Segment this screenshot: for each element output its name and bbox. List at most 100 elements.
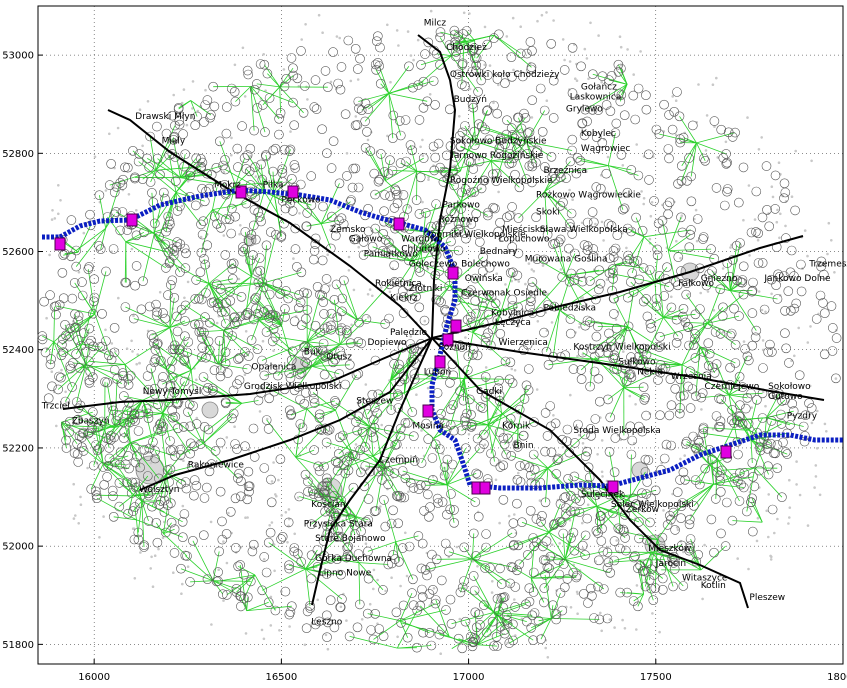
network-edge	[388, 80, 434, 94]
network-node	[553, 555, 563, 565]
scatter-dot	[151, 585, 155, 588]
network-edge	[389, 347, 403, 381]
scatter-dot	[552, 414, 555, 417]
scatter-dot	[563, 58, 566, 62]
network-node	[545, 401, 556, 411]
network-node	[254, 253, 265, 263]
scatter-dot	[406, 30, 410, 33]
network-node	[522, 149, 533, 159]
scatter-dot	[674, 133, 678, 137]
network-node	[97, 416, 107, 427]
scatter-dot	[784, 224, 787, 228]
network-node	[550, 418, 561, 429]
scatter-dot	[225, 561, 229, 565]
network-node	[176, 304, 187, 315]
scatter-dot	[222, 540, 225, 543]
network-node	[311, 104, 322, 114]
network-edge	[618, 84, 628, 94]
network-edge	[460, 131, 475, 172]
network-node	[593, 555, 604, 566]
network-node	[422, 489, 433, 500]
network-edge	[137, 501, 143, 533]
network-node	[123, 379, 134, 390]
scatter-dot	[136, 353, 139, 356]
network-node	[220, 164, 231, 175]
scatter-dot	[576, 612, 579, 615]
network-node	[307, 485, 318, 496]
network-node	[714, 393, 724, 404]
scatter-dot	[767, 535, 770, 539]
network-node	[215, 284, 226, 294]
network-node	[261, 240, 272, 251]
network-node	[275, 288, 285, 299]
network-edge	[350, 452, 362, 473]
scatter-dot	[269, 624, 273, 627]
network-node	[370, 608, 381, 619]
network-node	[595, 510, 606, 521]
network-node	[498, 460, 509, 471]
network-node	[380, 235, 391, 245]
network-node	[726, 415, 737, 426]
network-edge	[684, 479, 714, 485]
network-node	[226, 228, 236, 239]
network-node	[661, 439, 672, 450]
network-edge	[94, 313, 112, 360]
scatter-dot	[468, 87, 472, 91]
network-node	[640, 392, 651, 403]
scatter-dot	[594, 222, 597, 226]
scatter-dot	[132, 314, 135, 318]
scatter-dot	[506, 250, 510, 253]
network-edge	[339, 330, 347, 345]
scatter-dot	[576, 95, 579, 99]
network-node	[673, 252, 684, 262]
network-node	[453, 225, 464, 235]
network-node	[113, 410, 123, 421]
network-node	[751, 227, 761, 237]
scatter-dot	[808, 384, 812, 388]
network-node	[573, 419, 583, 430]
network-node	[551, 469, 562, 479]
network-node	[408, 483, 419, 493]
network-edge	[399, 620, 430, 634]
network-node	[721, 497, 732, 508]
network-node	[130, 457, 141, 468]
network-node	[134, 149, 145, 159]
scatter-dot	[764, 404, 767, 408]
scatter-dot	[640, 190, 643, 193]
scatter-dot	[769, 558, 773, 561]
network-edge	[299, 496, 333, 507]
network-node	[531, 157, 541, 168]
network-node	[513, 112, 523, 123]
network-node	[475, 619, 485, 630]
scatter-dot	[776, 517, 779, 521]
network-edge	[449, 636, 473, 647]
place-label: Wągrowiec	[581, 144, 631, 154]
network-node	[169, 548, 180, 558]
network-node	[215, 437, 226, 448]
network-edge	[436, 285, 451, 300]
network-node	[296, 557, 307, 567]
network-node	[641, 90, 651, 100]
network-node	[178, 532, 188, 543]
place-label: Parkowo	[442, 200, 480, 210]
scatter-dot	[675, 239, 678, 243]
network-edge	[53, 306, 55, 342]
network-node	[643, 558, 653, 568]
network-node	[380, 319, 391, 329]
network-node	[71, 245, 81, 256]
network-node	[659, 554, 670, 565]
network-edge	[162, 413, 191, 454]
network-node	[567, 88, 578, 98]
network-edge	[141, 501, 149, 522]
network-edge	[335, 402, 371, 428]
network-node	[420, 243, 431, 253]
network-edge	[681, 364, 685, 396]
network-edge	[646, 539, 652, 553]
network-edge	[657, 505, 682, 540]
scatter-dot	[583, 47, 587, 51]
scatter-dot	[171, 487, 174, 491]
place-label: Mokrz	[214, 181, 241, 191]
network-node	[715, 416, 726, 427]
network-node	[248, 423, 259, 434]
scatter-dot	[182, 459, 185, 463]
